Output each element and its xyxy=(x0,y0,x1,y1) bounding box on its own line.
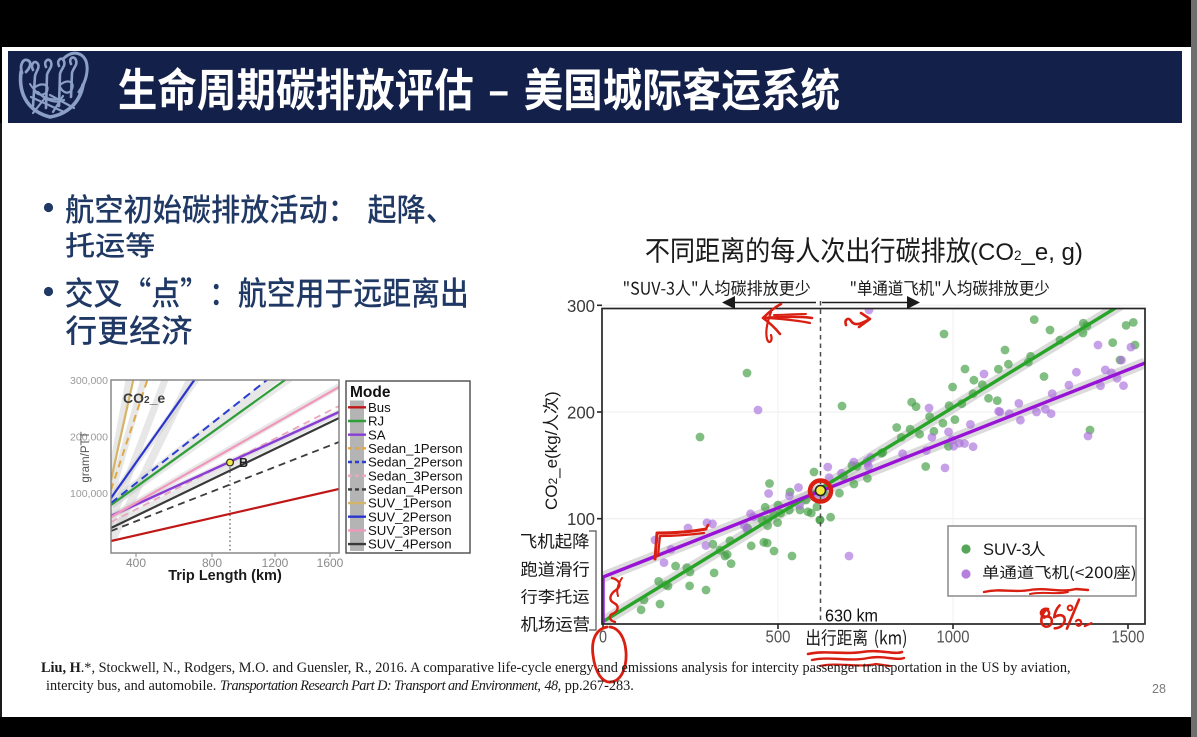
svg-text:SUV_4Person: SUV_4Person xyxy=(368,537,452,552)
svg-text:CO2_e(kg/: CO2_e(kg/ xyxy=(542,430,561,510)
svg-text:Mode: Mode xyxy=(350,384,391,401)
svg-text:SUV_2Person: SUV_2Person xyxy=(368,509,452,524)
svg-text:1200: 1200 xyxy=(262,556,289,570)
svg-text:RJ: RJ xyxy=(368,414,384,429)
svg-text:200: 200 xyxy=(567,403,595,423)
svg-text:200,000: 200,000 xyxy=(70,432,108,444)
svg-text:300: 300 xyxy=(567,296,595,316)
svg-text:1000: 1000 xyxy=(937,627,970,647)
svg-text:0: 0 xyxy=(599,627,607,647)
svg-text:SA: SA xyxy=(368,427,386,442)
svg-text:(CO2_e, g): (CO2_e, g) xyxy=(970,239,1083,266)
svg-text:Trip Length (km): Trip Length (km) xyxy=(168,568,282,584)
svg-text:100: 100 xyxy=(567,509,595,529)
svg-text:CO2_e: CO2_e xyxy=(123,390,165,406)
svg-text:Sedan_2Person: Sedan_2Person xyxy=(368,455,463,470)
svg-text:SUV_1Person: SUV_1Person xyxy=(368,496,452,511)
svg-text:100,000: 100,000 xyxy=(70,488,108,500)
svg-text:400: 400 xyxy=(126,556,146,570)
svg-text:Sedan_3Person: Sedan_3Person xyxy=(368,468,463,483)
svg-text:B: B xyxy=(239,456,248,470)
svg-text:1500: 1500 xyxy=(1112,627,1145,647)
svg-text:SUV-3: SUV-3 xyxy=(983,541,1031,559)
svg-text:500: 500 xyxy=(766,627,791,647)
svg-text:300,000: 300,000 xyxy=(70,375,108,387)
svg-text:1600: 1600 xyxy=(317,556,344,570)
svg-text:630 km: 630 km xyxy=(825,606,878,626)
svg-text:Bus: Bus xyxy=(368,400,391,415)
svg-text:gram/PTT: gram/PTT xyxy=(80,431,92,482)
svg-text:Sedan_1Person: Sedan_1Person xyxy=(368,441,463,456)
svg-text:SUV_3Person: SUV_3Person xyxy=(368,523,452,538)
svg-text:Sedan_4Person: Sedan_4Person xyxy=(368,482,463,497)
svg-text:800: 800 xyxy=(202,556,222,570)
svg-text:): ) xyxy=(542,391,561,397)
